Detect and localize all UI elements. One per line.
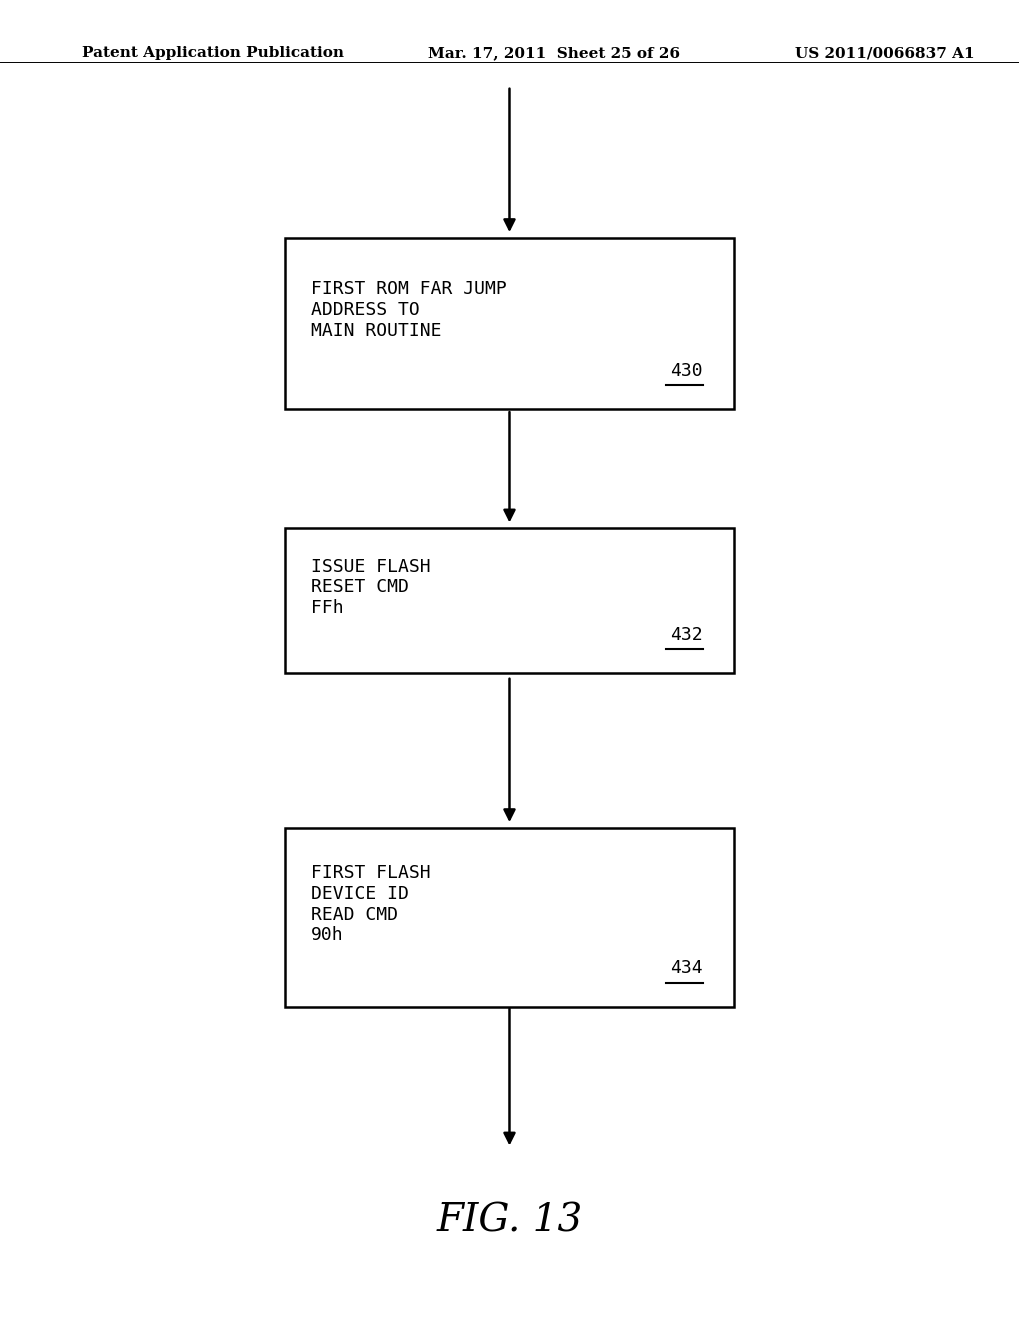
FancyBboxPatch shape — [286, 238, 733, 409]
Text: 430: 430 — [671, 362, 703, 380]
Text: Mar. 17, 2011  Sheet 25 of 26: Mar. 17, 2011 Sheet 25 of 26 — [428, 46, 680, 61]
Text: FIG. 13: FIG. 13 — [436, 1203, 583, 1239]
Text: FIRST FLASH
DEVICE ID
READ CMD
90h: FIRST FLASH DEVICE ID READ CMD 90h — [311, 865, 430, 944]
FancyBboxPatch shape — [286, 829, 733, 1006]
Text: 434: 434 — [671, 960, 703, 977]
Text: 432: 432 — [671, 626, 703, 644]
FancyBboxPatch shape — [286, 528, 733, 673]
Text: US 2011/0066837 A1: US 2011/0066837 A1 — [795, 46, 975, 61]
Text: ISSUE FLASH
RESET CMD
FFh: ISSUE FLASH RESET CMD FFh — [311, 557, 430, 618]
Text: FIRST ROM FAR JUMP
ADDRESS TO
MAIN ROUTINE: FIRST ROM FAR JUMP ADDRESS TO MAIN ROUTI… — [311, 280, 507, 341]
Text: Patent Application Publication: Patent Application Publication — [82, 46, 343, 61]
